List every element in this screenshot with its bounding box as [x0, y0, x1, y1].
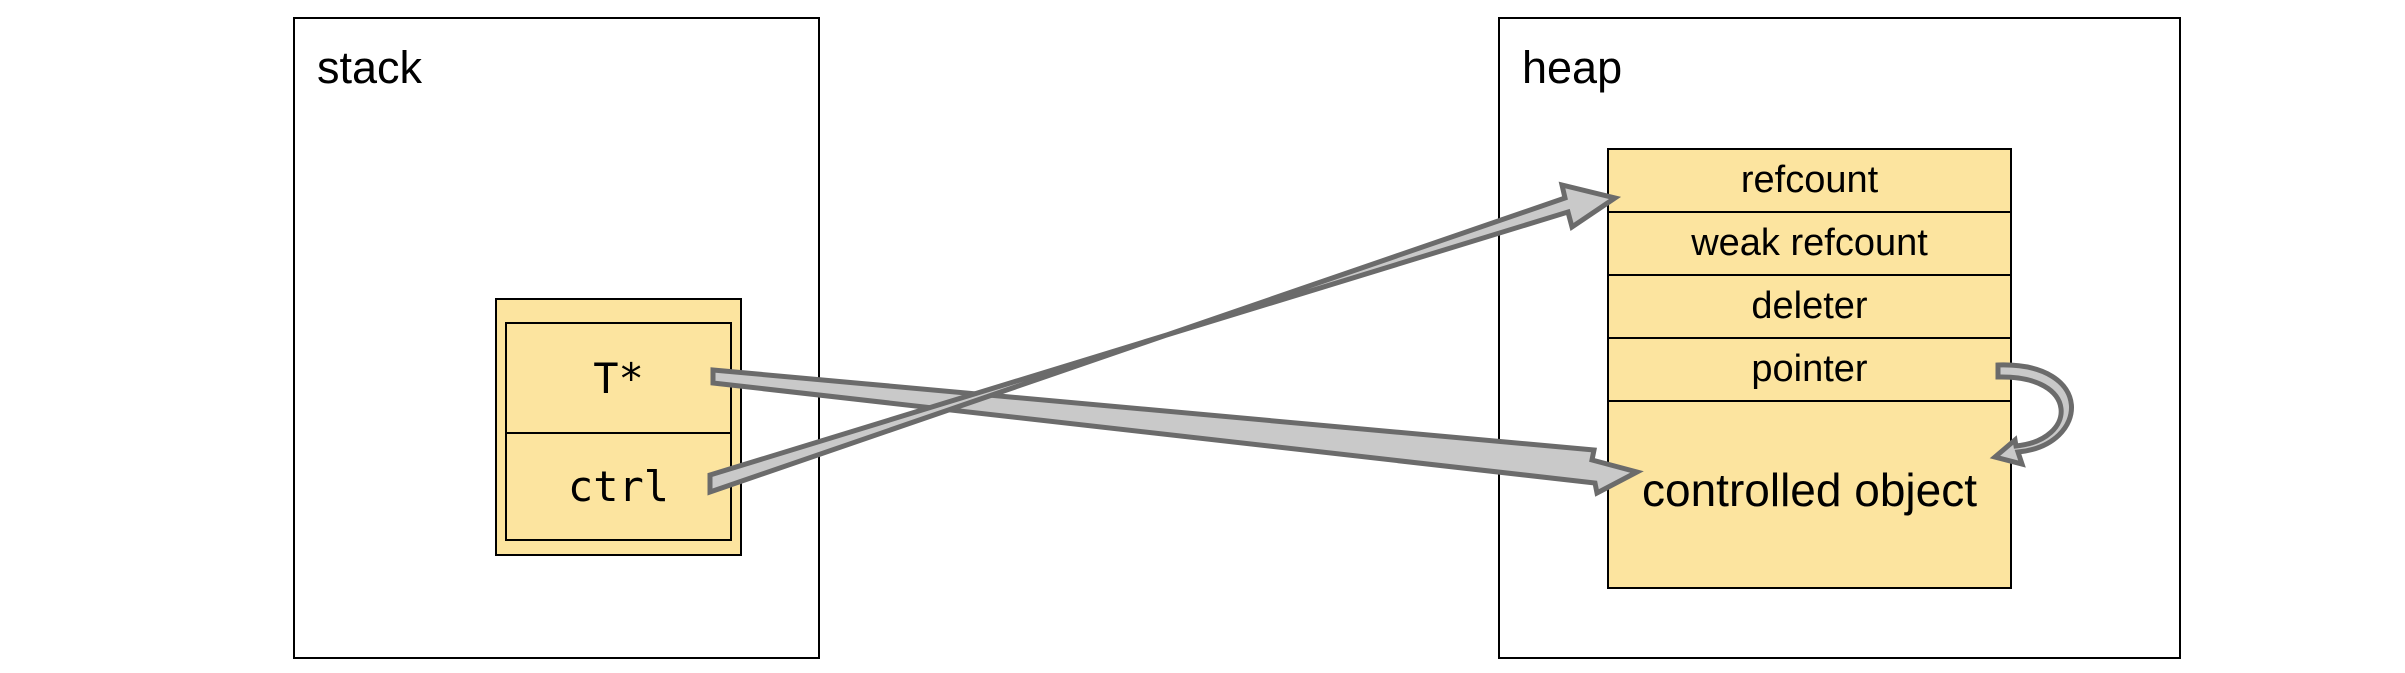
controlled-object: controlled object	[1642, 463, 1977, 516]
refcount-row: refcount	[1609, 150, 2010, 213]
stack-title: stack	[317, 42, 423, 93]
weak-refcount-row: weak refcount	[1609, 213, 2010, 276]
control-block: refcount weak refcount deleter pointer c…	[1607, 148, 2012, 589]
control-pointer-field: ctrl	[567, 462, 670, 511]
pointer-row: pointer	[1609, 339, 2010, 402]
shared-ptr-fields: T* ctrl	[505, 322, 732, 541]
control-pointer-arrow	[707, 181, 1622, 496]
heap-title: heap	[1522, 42, 1623, 93]
raw-pointer-field: T*	[507, 324, 730, 434]
shared-ptr-object: T* ctrl	[495, 298, 742, 556]
deleter-row: deleter	[1609, 276, 2010, 339]
